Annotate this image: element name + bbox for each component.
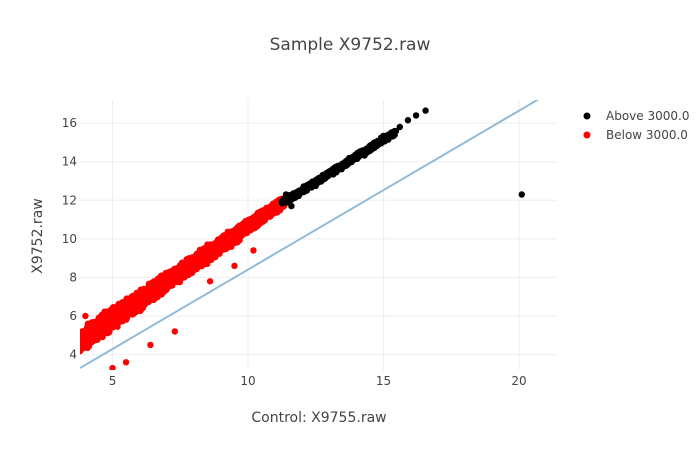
- data-point: [124, 303, 130, 309]
- data-point: [246, 223, 252, 229]
- chart-title: Sample X9752.raw: [270, 35, 431, 55]
- data-point: [150, 282, 156, 288]
- data-point: [154, 276, 160, 282]
- data-point: [231, 263, 237, 269]
- plot-layer: [76, 88, 558, 371]
- grid-layer: [80, 100, 557, 370]
- data-point: [113, 320, 119, 326]
- data-point: [145, 290, 151, 296]
- data-point: [191, 261, 197, 267]
- data-point: [147, 342, 153, 348]
- data-point: [253, 221, 259, 227]
- data-point: [217, 245, 223, 251]
- data-point: [106, 320, 112, 326]
- data-point: [142, 296, 148, 302]
- data-point: [82, 313, 88, 319]
- data-point: [251, 216, 257, 222]
- data-point: [78, 332, 84, 338]
- data-point: [113, 312, 119, 318]
- series-below-3000-0: [76, 196, 288, 372]
- data-point: [268, 208, 274, 214]
- data-point: [236, 229, 242, 235]
- data-point: [202, 255, 208, 261]
- data-point: [99, 325, 105, 331]
- data-point: [89, 332, 95, 338]
- data-point: [172, 328, 178, 334]
- data-point: [109, 365, 115, 371]
- reference-line: [80, 88, 557, 368]
- data-point: [198, 261, 204, 267]
- data-point: [119, 309, 125, 315]
- data-point: [189, 270, 195, 276]
- data-point: [95, 331, 101, 337]
- data-point: [207, 278, 213, 284]
- data-point: [158, 282, 164, 288]
- data-point: [196, 255, 202, 261]
- data-point: [152, 295, 158, 301]
- data-point: [250, 247, 256, 253]
- data-point: [181, 268, 187, 274]
- data-point: [224, 234, 230, 240]
- data-point: [89, 324, 95, 330]
- data-point: [123, 359, 129, 365]
- data-point: [257, 213, 263, 219]
- data-point: [164, 283, 170, 289]
- data-point: [82, 341, 88, 347]
